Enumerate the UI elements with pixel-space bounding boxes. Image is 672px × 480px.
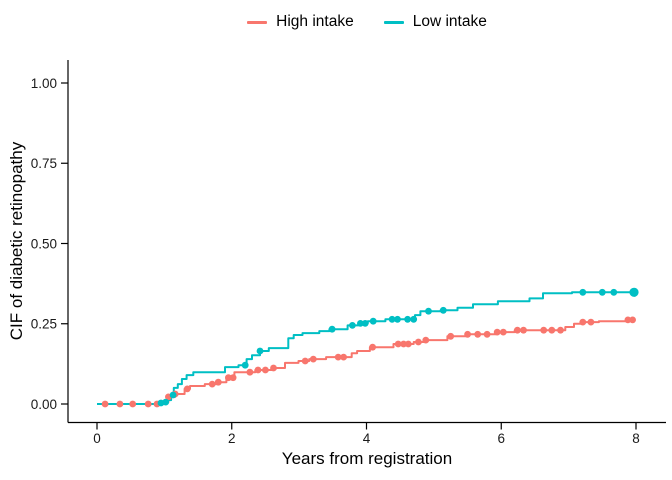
censor-mark-icon — [162, 398, 170, 406]
censor-mark-icon — [262, 366, 269, 374]
censor-mark-icon — [400, 340, 407, 348]
censor-mark-icon — [540, 326, 548, 334]
censor-mark-icon — [499, 328, 507, 336]
censor-mark-icon — [116, 400, 124, 408]
censor-mark-icon — [246, 368, 254, 376]
censor-mark-icon — [183, 385, 191, 393]
x-tick-label: 6 — [497, 431, 505, 446]
censor-mark-icon — [629, 287, 639, 297]
y-tick-label: 0.00 — [31, 397, 57, 412]
legend-item-low-intake: Low intake — [383, 13, 487, 31]
censor-mark-icon — [404, 340, 412, 348]
low-intake-curve — [97, 291, 634, 405]
legend: High intake Low intake — [68, 13, 666, 31]
censor-mark-icon — [610, 288, 618, 296]
censor-mark-icon — [514, 326, 521, 334]
censor-mark-icon — [214, 378, 222, 386]
censor-mark-icon — [254, 366, 262, 374]
censor-mark-icon — [144, 400, 152, 408]
legend-label: High intake — [276, 13, 354, 30]
y-tick-label: 0.25 — [31, 317, 57, 332]
censor-mark-icon — [394, 340, 402, 348]
legend-item-high-intake: High intake — [247, 13, 354, 31]
censor-mark-icon — [208, 380, 216, 388]
censor-mark-icon — [229, 374, 237, 382]
censor-mark-icon — [357, 320, 364, 327]
x-axis-title: Years from registration — [281, 449, 453, 468]
y-tick-label: 0.50 — [31, 236, 57, 251]
censor-mark-icon — [388, 315, 396, 323]
censor-mark-icon — [241, 361, 249, 369]
censor-mark-icon — [225, 374, 232, 382]
censor-mark-icon — [415, 338, 422, 346]
legend-key-icon — [247, 20, 268, 24]
y-tick-label: 0.75 — [31, 156, 57, 171]
censor-mark-icon — [587, 318, 595, 326]
censor-mark-icon — [493, 328, 501, 336]
censor-mark-icon — [309, 355, 317, 363]
x-tick-label: 4 — [363, 431, 371, 446]
x-tick-label: 0 — [93, 431, 101, 446]
censor-mark-icon — [629, 316, 636, 324]
censor-mark-icon — [349, 322, 356, 329]
legend-key-icon — [383, 20, 404, 24]
censor-mark-icon — [369, 317, 377, 325]
censor-mark-icon — [548, 326, 556, 334]
censor-mark-icon — [129, 400, 137, 408]
censor-mark-icon — [579, 318, 587, 326]
censor-mark-icon — [439, 306, 447, 314]
censor-mark-icon — [404, 315, 411, 323]
censor-mark-icon — [169, 391, 177, 399]
censor-mark-icon — [624, 316, 632, 324]
censor-mark-icon — [334, 353, 342, 361]
x-tick-label: 2 — [228, 431, 236, 446]
censor-mark-icon — [340, 353, 347, 361]
censor-mark-icon — [422, 336, 430, 344]
censor-mark-icon — [394, 315, 401, 323]
censor-mark-icon — [598, 288, 606, 296]
y-tick-label: 1.00 — [31, 76, 57, 91]
censor-mark-icon — [301, 357, 309, 365]
censor-mark-icon — [101, 400, 109, 408]
legend-label: Low intake — [412, 13, 487, 30]
censor-mark-icon — [361, 320, 369, 327]
censor-mark-icon — [256, 347, 264, 355]
censor-mark-icon — [270, 364, 277, 372]
censor-mark-icon — [369, 343, 376, 351]
censor-mark-icon — [557, 326, 564, 334]
censor-mark-icon — [447, 332, 455, 340]
censor-mark-icon — [410, 315, 418, 323]
censor-mark-icon — [520, 326, 527, 334]
x-tick-label: 8 — [632, 431, 640, 446]
censor-mark-icon — [474, 330, 482, 338]
censor-mark-icon — [425, 307, 432, 315]
censor-mark-icon — [483, 330, 491, 338]
censor-mark-icon — [464, 330, 471, 338]
censor-mark-icon — [579, 288, 587, 296]
censor-mark-icon — [328, 325, 336, 333]
